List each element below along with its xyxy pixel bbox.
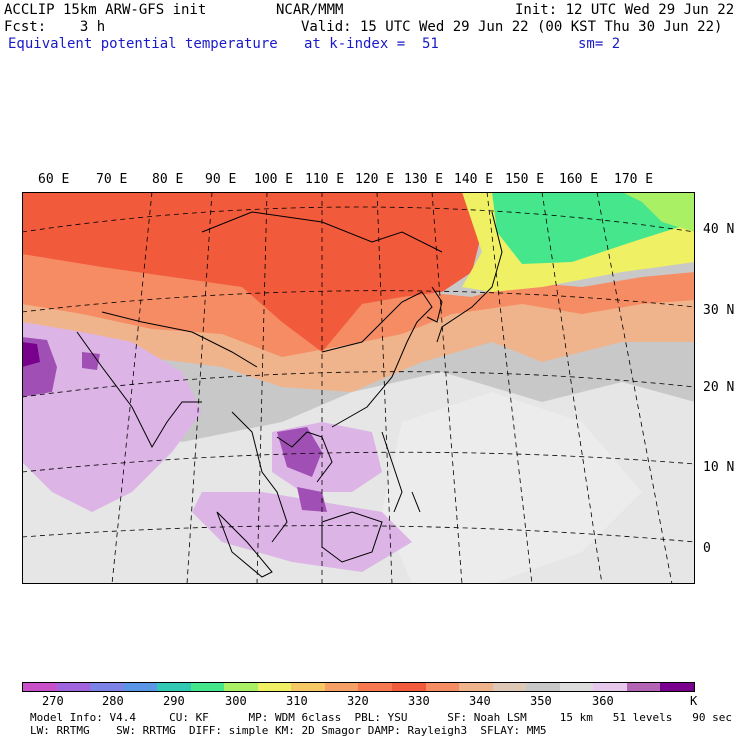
lat-label-10n: 10 N (703, 460, 735, 475)
lon-line-100e (256, 192, 268, 584)
colorbar-swatch (324, 683, 359, 691)
lavender-india (22, 322, 202, 512)
lon-line-160e (596, 192, 673, 584)
lon-label-70e: 70 E (96, 172, 128, 187)
lon-line-90e (186, 192, 213, 584)
colorbar-unit: K (690, 694, 698, 708)
border-mongolia (201, 211, 443, 253)
colorbar-tick-340: 340 (469, 694, 491, 708)
colorbar-swatch (123, 683, 158, 691)
lon-line-150e (541, 192, 603, 584)
colorbar-swatch (358, 683, 393, 691)
lat-line-30n (22, 290, 695, 313)
lat-line-40n (22, 206, 695, 233)
colorbar-swatch (660, 683, 694, 691)
lon-label-110e: 110 E (305, 172, 345, 187)
colorbar-swatch (157, 683, 191, 691)
colorbar-swatch (23, 683, 57, 691)
colorbar-swatch (526, 683, 560, 691)
map-frame (22, 192, 695, 584)
lon-label-140e: 140 E (454, 172, 494, 187)
colorbar-swatch (459, 683, 493, 691)
india-coast (76, 331, 202, 449)
colorbar-swatch (56, 683, 91, 691)
model-info-line1: Model Info: V4.4 CU: KF MP: WDM 6class P… (30, 711, 732, 724)
purple-gulf-thailand (277, 427, 322, 477)
colorbar-tick-310: 310 (286, 694, 308, 708)
institution-label: NCAR/MMM (276, 2, 344, 18)
japan-coast (436, 211, 503, 343)
green-region (492, 192, 695, 264)
seasia-coast (231, 411, 333, 543)
theta-e-map (22, 192, 695, 584)
lon-label-60e: 60 E (38, 172, 70, 187)
model-info-line2: LW: RRTMG SW: RRTMG DIFF: simple KM: 2D … (30, 724, 547, 737)
colorbar-swatch (224, 683, 258, 691)
colorbar-swatch (257, 683, 292, 691)
colorbar-tick-280: 280 (102, 694, 124, 708)
field-name: Equivalent potential temperature (8, 36, 278, 52)
lat-line-0 (22, 525, 695, 543)
lon-line-120e (376, 192, 393, 584)
colorbar-tick-300: 300 (225, 694, 247, 708)
china-coast (321, 291, 433, 428)
lon-label-80e: 80 E (152, 172, 184, 187)
lon-label-130e: 130 E (404, 172, 444, 187)
valid-time: Valid: 15 UTC Wed 29 Jun 22 (00 KST Thu … (301, 19, 723, 35)
colorbar (22, 682, 695, 692)
dark-purple-arabia (22, 342, 40, 367)
smoothing-label: sm= 2 (578, 36, 621, 52)
colorbar-tick-320: 320 (347, 694, 369, 708)
purple-borneo-west (297, 487, 327, 512)
lon-label-90e: 90 E (205, 172, 237, 187)
colorbar-swatch (626, 683, 661, 691)
lon-line-80e (111, 192, 153, 584)
colorbar-tick-290: 290 (163, 694, 185, 708)
colorbar-tick-350: 350 (530, 694, 552, 708)
lon-label-150e: 150 E (505, 172, 545, 187)
lat-label-40n: 40 N (703, 222, 735, 237)
forecast-hour: Fcst: 3 h (4, 19, 106, 35)
lon-label-100e: 100 E (254, 172, 294, 187)
lon-label-120e: 120 E (355, 172, 395, 187)
lon-label-170e: 170 E (614, 172, 654, 187)
colorbar-swatch (425, 683, 460, 691)
colorbar-tick-360: 360 (592, 694, 614, 708)
salmon-band (22, 297, 695, 392)
colorbar-swatch (90, 683, 124, 691)
warm-red-region (22, 192, 482, 352)
ocean-light-patch (382, 392, 642, 584)
k-index-label: at k-index = 51 (304, 36, 439, 52)
colorbar-swatch (593, 683, 627, 691)
lat-label-20n: 20 N (703, 380, 735, 395)
colorbar-swatch (559, 683, 594, 691)
init-time: Init: 12 UTC Wed 29 Jun 22 (515, 2, 735, 18)
border-india-china (101, 311, 258, 368)
colorbar-swatch (291, 683, 325, 691)
lon-line-140e (486, 192, 533, 584)
sumatra-coast (216, 511, 273, 578)
colorbar-swatch (190, 683, 225, 691)
colorbar-swatch (392, 683, 426, 691)
lon-label-160e: 160 E (559, 172, 599, 187)
purple-india-spot (82, 352, 100, 370)
graticule (22, 192, 695, 584)
light-green-edge (622, 192, 695, 232)
colorbar-tick-270: 270 (42, 694, 64, 708)
lat-line-10n (22, 451, 695, 473)
lat-line-20n (22, 371, 695, 398)
korea-coast (426, 286, 443, 323)
lat-label-30n: 30 N (703, 303, 735, 318)
lat-label-0: 0 (703, 541, 711, 556)
lavender-seasia (192, 492, 412, 572)
coastlines (76, 211, 503, 578)
model-title: ACCLIP 15km ARW-GFS init (4, 2, 207, 18)
lon-line-130e (431, 192, 463, 584)
colorbar-tick-330: 330 (408, 694, 430, 708)
colorbar-swatch (492, 683, 527, 691)
